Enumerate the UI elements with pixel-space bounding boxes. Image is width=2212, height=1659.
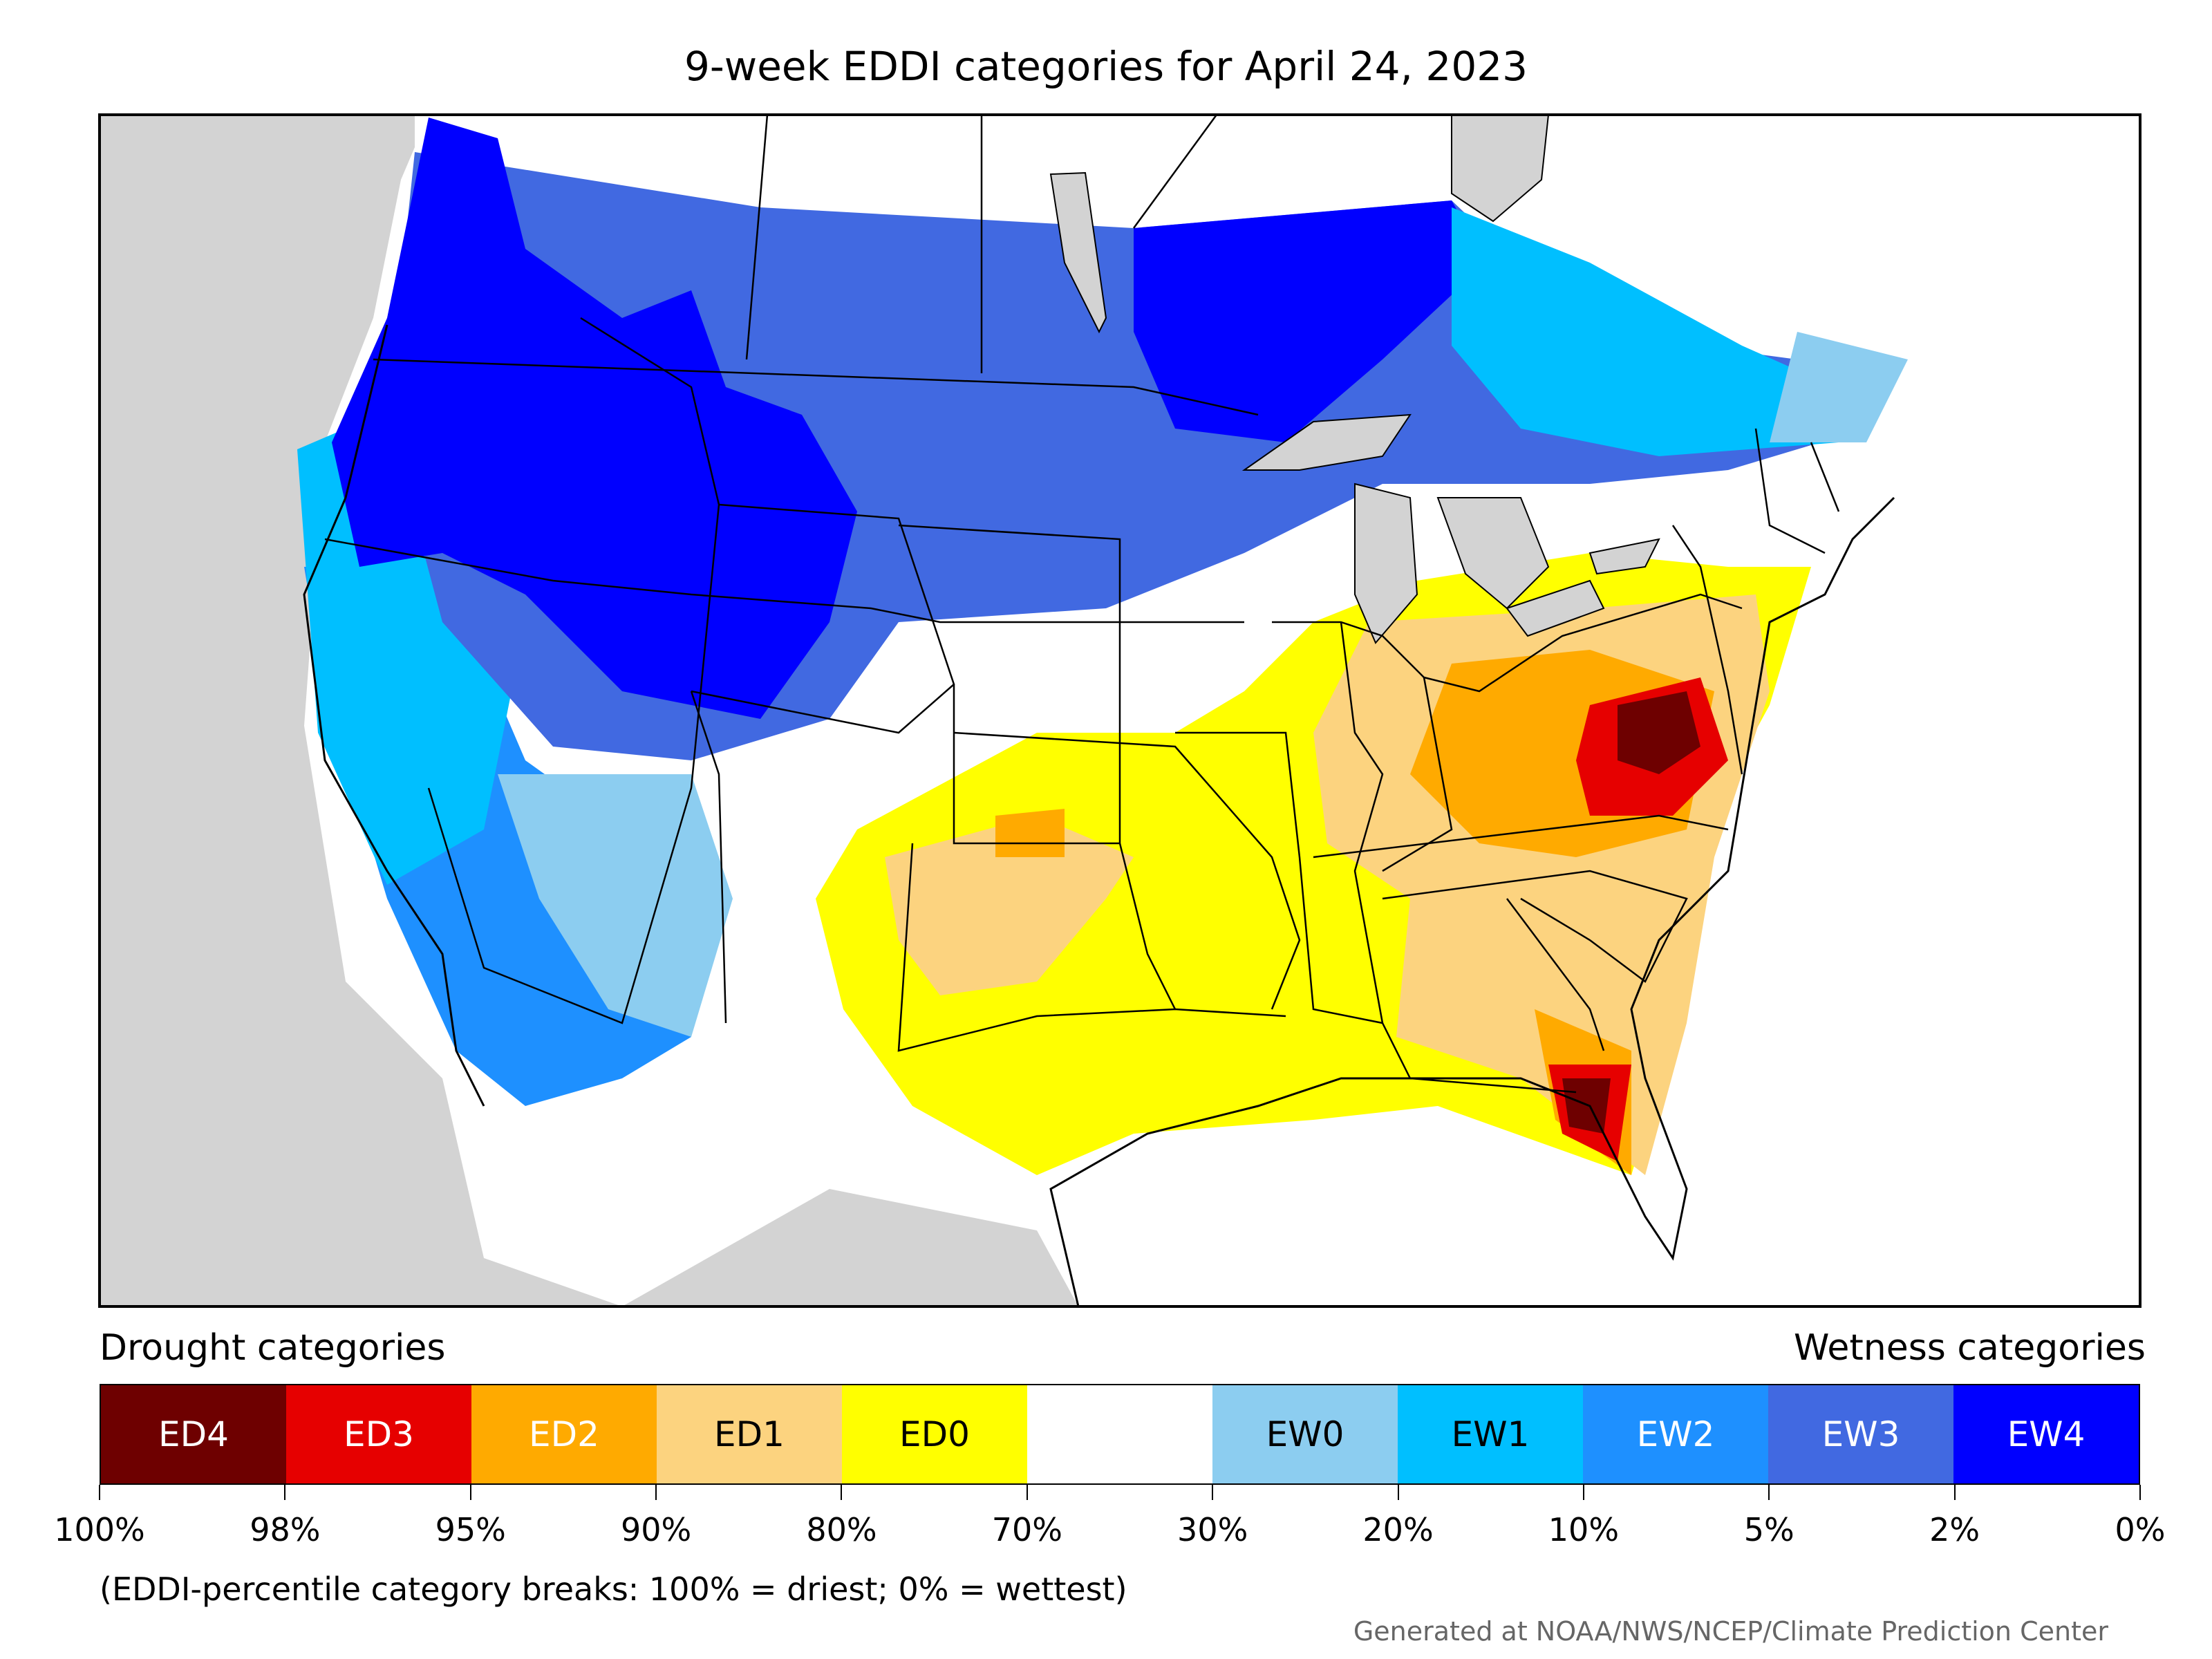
- colorbar-tick-label: 0%: [2115, 1511, 2166, 1548]
- wetness-ew0-southwest: [498, 774, 733, 1037]
- legend-category-neutral: [1027, 1385, 1212, 1483]
- colorbar-tick-label: 95%: [435, 1511, 506, 1548]
- colorbar-tick: [1397, 1485, 1399, 1500]
- legend-category-ew0: EW0: [1212, 1385, 1398, 1483]
- legend-category-ew4: EW4: [1953, 1385, 2139, 1483]
- colorbar-tick-label: 2%: [1929, 1511, 1980, 1548]
- colorbar-tick: [1026, 1485, 1028, 1500]
- colorbar-tick: [2139, 1485, 2141, 1500]
- colorbar-tick: [1582, 1485, 1584, 1500]
- coastline: [303, 324, 1895, 1306]
- category-colorbar: ED4 ED3 ED2 ED1 ED0 EW0 EW1 EW2 EW3 EW4: [100, 1384, 2140, 1485]
- colorbar-tick-label: 98%: [250, 1511, 321, 1548]
- wetness-ew4-north: [1134, 200, 1486, 442]
- colorbar-tick-label: 80%: [806, 1511, 877, 1548]
- colorbar-tick: [469, 1485, 471, 1500]
- map-frame: [98, 113, 2141, 1308]
- colorbar-tick-label: 30%: [1177, 1511, 1248, 1548]
- colorbar-tick-label: 10%: [1548, 1511, 1620, 1548]
- legend-category-ed2: ED2: [471, 1385, 657, 1483]
- colorbar-tick: [655, 1485, 657, 1500]
- james-bay: [1451, 115, 1550, 223]
- legend-category-ed1: ED1: [657, 1385, 842, 1483]
- legend-category-ew2: EW2: [1583, 1385, 1768, 1483]
- colorbar-tick-label: 90%: [620, 1511, 692, 1548]
- state-borders: [324, 115, 1840, 1094]
- lake-winnipeg: [1049, 171, 1107, 334]
- drought-ed2: [995, 650, 1714, 1175]
- colorbar-tick: [284, 1485, 286, 1500]
- colorbar-tick-label: 70%: [991, 1511, 1062, 1548]
- wetness-ew0-east: [1770, 332, 1908, 442]
- legend-category-ed0: ED0: [842, 1385, 1027, 1483]
- drought-categories-heading: Drought categories: [100, 1327, 446, 1369]
- legend-category-ed4: ED4: [101, 1385, 286, 1483]
- colorbar-tick: [1953, 1485, 1956, 1500]
- credit-line: Generated at NOAA/NWS/NCEP/Climate Predi…: [1353, 1616, 2108, 1647]
- legend-category-ew1: EW1: [1398, 1385, 1583, 1483]
- colorbar-tick: [841, 1485, 843, 1500]
- legend-category-ed3: ED3: [286, 1385, 471, 1483]
- colorbar-tick: [99, 1485, 100, 1500]
- colorbar-tick: [1768, 1485, 1770, 1500]
- great-lakes: [1241, 413, 1660, 644]
- drought-ed4: [1562, 691, 1700, 1134]
- legend-category-ew3: EW3: [1768, 1385, 1953, 1483]
- colorbar-tick: [1212, 1485, 1214, 1500]
- colorbar-tick-label: 5%: [1743, 1511, 1794, 1548]
- wetness-categories-heading: Wetness categories: [1794, 1327, 2146, 1369]
- wetness-ew1-east: [1452, 207, 1866, 456]
- colorbar-tick-label: 20%: [1362, 1511, 1434, 1548]
- colorbar-tick-label: 100%: [54, 1511, 145, 1548]
- category-note: (EDDI-percentile category breaks: 100% =…: [100, 1571, 1127, 1608]
- drought-ed3: [1548, 677, 1728, 1161]
- map-title: 9-week EDDI categories for April 24, 202…: [684, 43, 1528, 90]
- wetness-ew4-northwest: [332, 118, 857, 719]
